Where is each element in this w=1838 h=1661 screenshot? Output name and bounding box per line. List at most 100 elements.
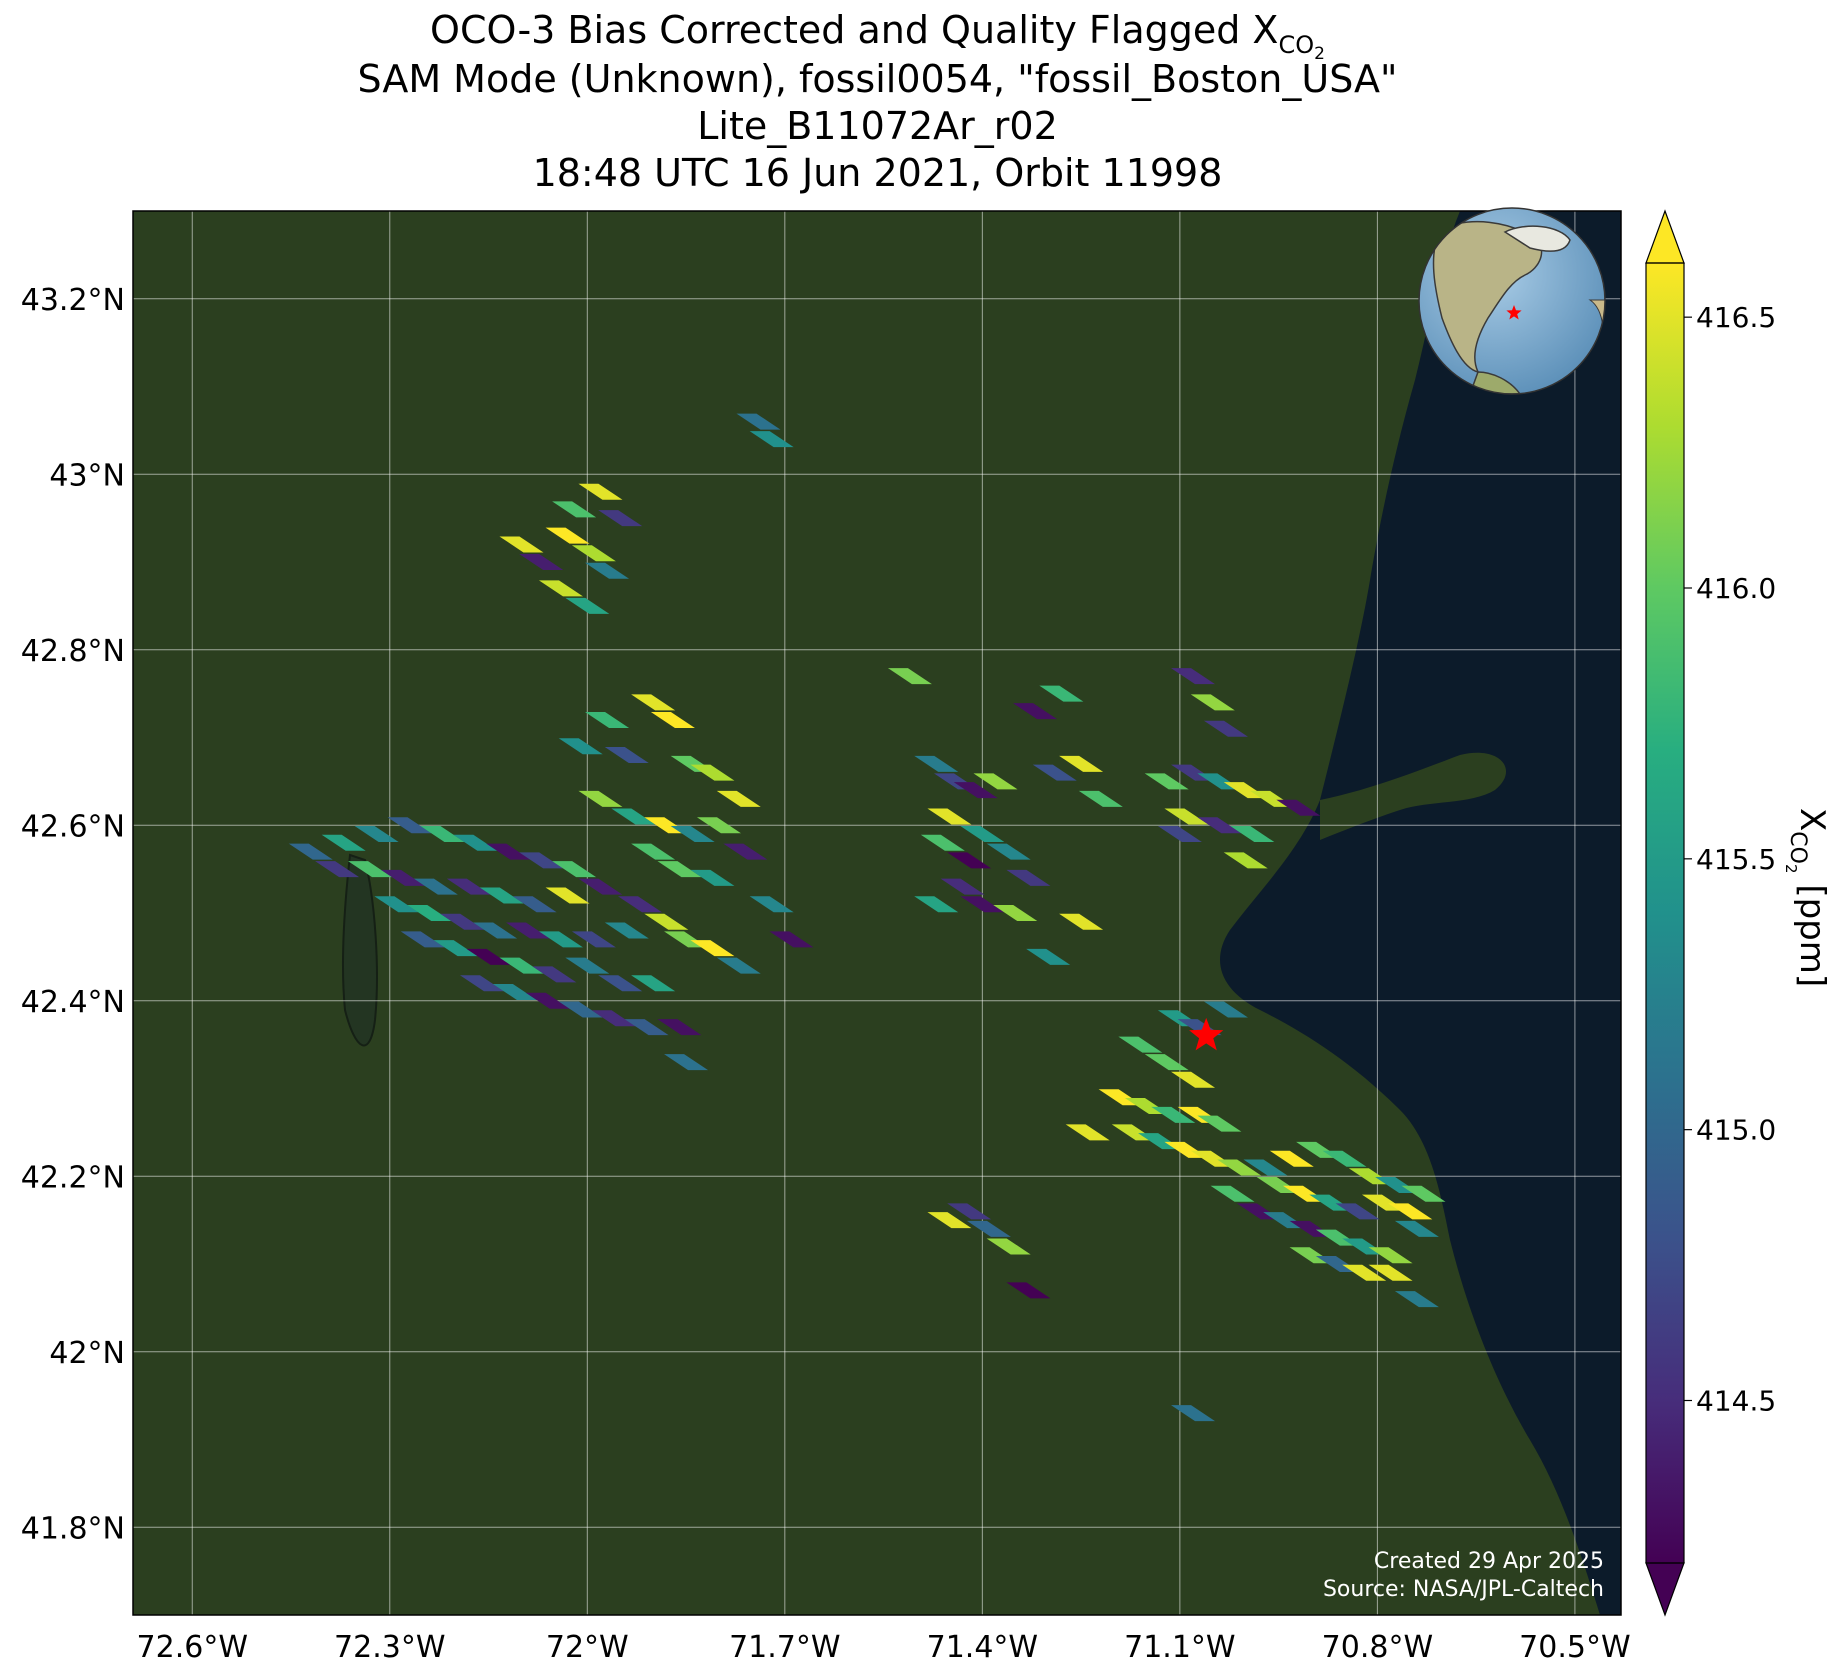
- globe-target-star-icon: [1506, 305, 1522, 320]
- xco2-sounding: [558, 738, 603, 755]
- lat-tick-label: 42.4°N: [21, 985, 125, 1020]
- xco2-sounding: [354, 826, 399, 843]
- xco2-sounding: [664, 1054, 709, 1071]
- colorbar-tick-label: 416.0: [1696, 572, 1776, 605]
- xco2-sounding: [545, 527, 590, 544]
- xco2-sounding: [1006, 1282, 1051, 1299]
- colorbar-extend-min: [1645, 1562, 1685, 1617]
- xco2-sounding: [749, 896, 794, 913]
- target-marker-star-icon: [1189, 1017, 1224, 1051]
- xco2-sounding: [1144, 1054, 1189, 1071]
- xco2-sounding: [1223, 852, 1268, 869]
- xco2-sounding: [927, 1212, 972, 1229]
- xco2-sounding: [598, 975, 643, 992]
- xco2-sounding: [690, 869, 735, 886]
- xco2-sounding: [519, 852, 564, 869]
- xco2-sounding: [947, 1203, 992, 1220]
- xco2-sounding: [1151, 1106, 1196, 1123]
- xco2-sounding: [631, 975, 676, 992]
- xco2-sounding: [1078, 790, 1123, 807]
- xco2-sounding: [407, 905, 452, 921]
- xco2-sounding: [420, 826, 465, 843]
- xco2-sounding: [571, 931, 616, 948]
- xco2-sounding: [486, 843, 531, 860]
- colorbar-label-subscript: CO2: [1782, 831, 1810, 873]
- xco2-sounding: [492, 983, 537, 1000]
- xco2-sounding: [558, 1001, 603, 1018]
- xco2-sounding: [506, 922, 551, 939]
- lon-tick-label: 72.3°W: [334, 1630, 445, 1661]
- xco2-sounding: [532, 966, 577, 983]
- xco2-sounding: [565, 957, 610, 974]
- xco2-sounding: [552, 861, 597, 878]
- xco2-sounding: [288, 843, 333, 860]
- xco2-sounding: [440, 913, 485, 930]
- xco2-sounding: [499, 957, 544, 974]
- xco2-sounding: [940, 878, 985, 895]
- xco2-sounding: [1032, 764, 1077, 781]
- xco2-sounding: [1144, 773, 1189, 790]
- colorbar-tick-label: 416.5: [1696, 301, 1776, 334]
- map-area: Created 29 Apr 2025 Source: NASA/JPL-Cal…: [133, 211, 1621, 1615]
- latitude-tick-labels: 43.2°N 43°N 42.8°N 42.6°N 42.4°N 42.2°N 42°N 41…: [21, 283, 125, 1547]
- xco2-sounding: [348, 861, 393, 878]
- chart-title-line-3: Lite_B11072Ar_r02: [697, 104, 1058, 148]
- lon-tick-label: 70.8°W: [1322, 1630, 1433, 1661]
- xco2-sounding: [1368, 1247, 1413, 1264]
- xco2-sounding: [571, 545, 616, 562]
- xco2-sounding: [591, 1010, 636, 1027]
- xco2-sounding: [657, 1019, 702, 1036]
- xco2-sounding: [914, 755, 959, 772]
- chart-title-main: OCO-3 Bias Corrected and Quality Flagged…: [430, 8, 1279, 52]
- chart-title-line-1: OCO-3 Bias Corrected and Quality Flagged…: [0, 8, 1755, 64]
- xco2-sounding: [650, 711, 695, 728]
- xco2-sounding: [716, 790, 761, 807]
- xco2-sounding: [1388, 1203, 1433, 1220]
- colorbar-frame: [1645, 262, 1685, 1564]
- xco2-sounding: [459, 975, 504, 992]
- lon-tick-label: 72.6°W: [137, 1630, 248, 1661]
- xco2-sounding: [1118, 1036, 1163, 1053]
- chart-title-two: 2: [1314, 44, 1325, 64]
- xco2-sounding: [960, 826, 1005, 843]
- xco2-sounding: [1065, 1124, 1110, 1141]
- xco2-sounding: [993, 905, 1038, 921]
- xco2-sounding: [966, 1220, 1011, 1237]
- xco2-sounding: [670, 826, 715, 843]
- globe-outline: [1418, 207, 1606, 395]
- xco2-sounding: [696, 817, 741, 834]
- xco2-sounding: [617, 896, 662, 913]
- xco2-sounding: [499, 536, 544, 553]
- xco2-sounding: [519, 554, 564, 570]
- xco2-sounding: [986, 1238, 1031, 1255]
- xco2-sounding: [538, 580, 583, 597]
- xco2-sounding: [657, 861, 702, 878]
- lat-tick-label: 41.8°N: [21, 1511, 125, 1546]
- lon-tick-label: 72°W: [546, 1630, 629, 1661]
- xco2-sounding: [413, 878, 458, 895]
- xco2-sounding: [1203, 720, 1248, 737]
- xco2-sounding: [887, 668, 932, 685]
- xco2-sounding: [1197, 817, 1242, 834]
- xco2-sounding: [644, 913, 689, 930]
- xco2-sounding: [927, 808, 972, 825]
- credit-created: Created 29 Apr 2025: [1374, 1549, 1604, 1574]
- chart-title-co: CO: [1278, 31, 1315, 59]
- xco2-sounding: [1203, 1001, 1248, 1018]
- xco2-sounding: [624, 1019, 669, 1036]
- xco2-sounding: [1171, 1405, 1216, 1422]
- xco2-sounding: [1026, 948, 1071, 965]
- xco2-sounding: [1210, 1185, 1255, 1202]
- cape-ann: [1320, 752, 1507, 840]
- colorbar: 414.5 415.0 415.5 416.0 416.5: [1645, 209, 1776, 1617]
- xco2-sounding: [473, 922, 518, 939]
- xco2-sounding: [1039, 685, 1084, 702]
- xco2-sounding: [1401, 1185, 1446, 1202]
- xco2-sounding: [1276, 799, 1321, 816]
- xco2-sounding: [960, 896, 1005, 913]
- xco2-sounding: [1335, 1203, 1380, 1220]
- xco2-sounding: [1164, 808, 1209, 825]
- colorbar-gradient: [1646, 263, 1684, 1563]
- xco2-sounding: [565, 597, 610, 614]
